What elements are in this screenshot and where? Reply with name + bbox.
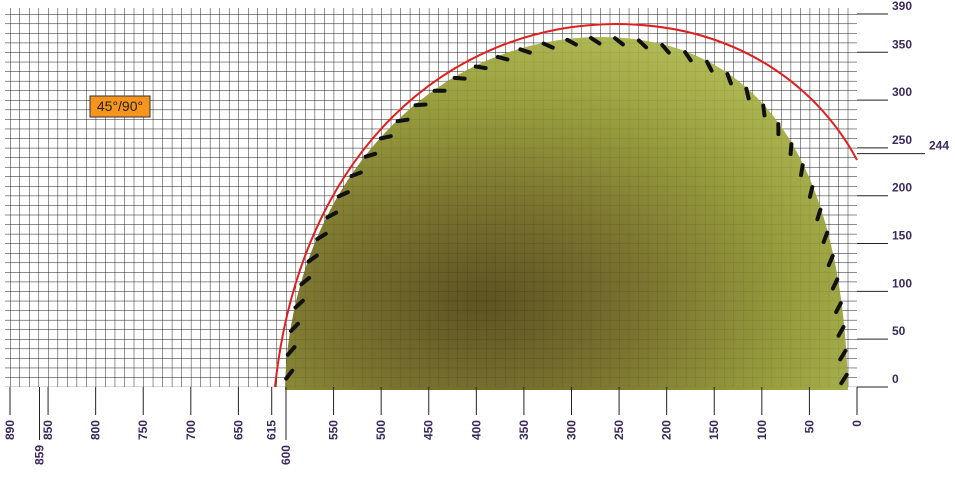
tooth — [349, 170, 363, 179]
tooth — [815, 207, 823, 222]
tooth — [473, 64, 488, 71]
tooth — [288, 321, 300, 333]
y-tick-label: 250 — [892, 133, 912, 147]
tooth — [452, 75, 467, 81]
y-tick-label: 100 — [892, 276, 912, 290]
tooth — [363, 151, 378, 159]
x-tick-label: 850 — [41, 420, 55, 440]
tooth — [565, 37, 579, 47]
teeth — [284, 36, 849, 386]
tooth — [541, 41, 555, 50]
y-tick-label: 200 — [892, 181, 912, 195]
y-tick-label: 300 — [892, 85, 912, 99]
x-tick-label: 250 — [612, 420, 626, 440]
tooth — [799, 163, 805, 178]
tooth — [830, 277, 840, 291]
cut-arc — [274, 22, 858, 388]
x-tick-label: 200 — [660, 420, 674, 440]
tooth — [293, 298, 305, 310]
x-tick-label: 750 — [136, 420, 150, 440]
annotation: 45°/90° — [97, 98, 143, 114]
y-tick-label: 150 — [892, 229, 912, 243]
tooth — [378, 134, 393, 141]
x-tick-label: 600 — [279, 445, 293, 465]
tooth — [285, 345, 297, 357]
tooth — [839, 372, 849, 386]
x-tick-label: 650 — [231, 420, 245, 440]
tooth — [776, 122, 781, 137]
saw-blade — [285, 37, 848, 390]
tooth — [704, 59, 714, 73]
x-tick-label: 100 — [755, 420, 769, 440]
x-tick-label: 400 — [469, 420, 483, 440]
x-tick-label: 800 — [89, 420, 103, 440]
x-tick-label: 550 — [327, 420, 341, 440]
tooth — [660, 43, 671, 55]
x-tick-label: 890 — [3, 420, 17, 440]
x-tick-label: 500 — [374, 420, 388, 440]
tooth — [725, 71, 733, 86]
y-tick-label: 350 — [892, 37, 912, 51]
tooth — [315, 231, 328, 242]
tooth — [788, 142, 794, 157]
tooth — [413, 102, 428, 108]
tooth — [834, 301, 843, 315]
tooth — [395, 117, 410, 124]
tooth — [838, 348, 848, 362]
tooth — [284, 368, 295, 381]
tooth — [761, 103, 767, 118]
x-tick-label: 859 — [33, 445, 47, 465]
annotation-box — [89, 95, 151, 118]
tooth — [589, 36, 602, 46]
tooth — [325, 210, 339, 220]
y-tick-label: 0 — [892, 372, 899, 386]
y-tick-label: 244 — [929, 139, 949, 153]
tooth — [821, 230, 830, 245]
y-tick-label: 50 — [892, 324, 906, 338]
x-tick-label: 350 — [517, 420, 531, 440]
x-tick-label: 450 — [422, 420, 436, 440]
tooth — [744, 86, 751, 101]
tooth — [495, 54, 510, 62]
tooth — [613, 36, 625, 47]
tooth — [306, 253, 319, 264]
tooth — [826, 253, 835, 268]
y-tick-label: 390 — [892, 0, 912, 13]
tooth — [636, 38, 649, 50]
tooth — [683, 50, 693, 63]
x-tick-label: 150 — [707, 420, 721, 440]
tooth — [836, 324, 846, 338]
tooth — [432, 88, 447, 93]
x-tick-label: 300 — [564, 420, 578, 440]
x-tick-label: 0 — [850, 420, 864, 427]
tooth — [336, 190, 350, 199]
tooth — [518, 47, 532, 55]
tooth — [299, 275, 312, 287]
x-tick-label: 615 — [265, 420, 279, 440]
x-tick-label: 50 — [802, 420, 816, 434]
tooth — [807, 185, 815, 199]
x-tick-label: 700 — [184, 420, 198, 440]
